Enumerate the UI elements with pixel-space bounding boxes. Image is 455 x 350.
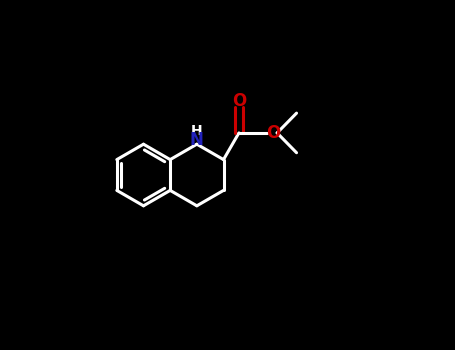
- Text: N: N: [190, 131, 204, 149]
- Text: O: O: [232, 92, 246, 111]
- Text: H: H: [191, 124, 202, 138]
- Text: O: O: [266, 124, 280, 142]
